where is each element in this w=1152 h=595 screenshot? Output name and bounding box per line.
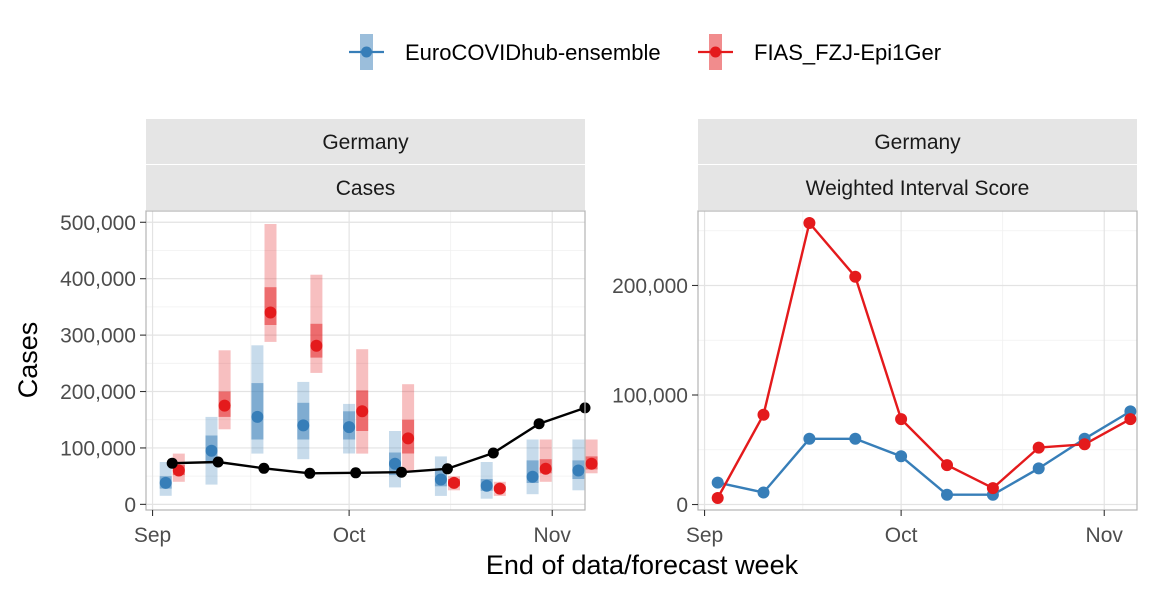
cases-x-tick-label: Sep — [134, 524, 171, 547]
wis-panel-border — [697, 210, 1138, 511]
wis-x-tick-label: Nov — [1086, 524, 1124, 547]
cases-panel: 0 100,000 200,000 300,000 400,000 500,000 Sep O… — [60, 210, 598, 547]
wis-point-fias-fzj-epi1ger — [986, 482, 999, 495]
median-point-fias-fzj-epi1ger — [448, 476, 460, 489]
median-point-eurocovidhub-ensemble — [480, 479, 493, 492]
left-strip-top — [146, 119, 585, 164]
wis-panel-background — [698, 211, 1137, 510]
median-point-eurocovidhub-ensemble — [572, 464, 585, 477]
legend-key-fias — [698, 34, 733, 70]
cases-y-tick-label: 400,000 — [60, 268, 136, 291]
median-point-eurocovidhub-ensemble — [434, 473, 447, 486]
wis-point-fias-fzj-epi1ger — [941, 459, 953, 472]
cases-y-tick-label: 0 — [124, 494, 136, 517]
median-point-eurocovidhub-ensemble — [159, 476, 172, 489]
wis-point-eurocovidhub-ensemble — [849, 432, 862, 445]
observed-cases-point — [350, 467, 362, 479]
wis-point-fias-fzj-epi1ger — [803, 217, 816, 229]
median-point-fias-fzj-epi1ger — [264, 306, 277, 319]
left-strip-top-label: Germany — [322, 131, 409, 154]
observed-cases-point — [258, 462, 270, 474]
observed-cases-point — [487, 447, 499, 459]
median-point-fias-fzj-epi1ger — [172, 464, 185, 477]
observed-cases-line — [172, 406, 586, 475]
wis-x-tick-label: Sep — [686, 524, 723, 547]
right-strip-bottom-label: Weighted Interval Score — [806, 177, 1030, 200]
wis-panel-grid — [698, 211, 1137, 510]
interval-50-fias-fzj-epi1ger — [264, 287, 277, 325]
wis-y-tick-label: 0 — [676, 494, 688, 517]
median-point-eurocovidhub-ensemble — [297, 419, 310, 432]
observed-cases-point — [166, 457, 178, 469]
median-point-fias-fzj-epi1ger — [493, 482, 506, 495]
wis-y-tick-label: 200,000 — [612, 275, 688, 298]
legend: EuroCOVIDhub-ensemble FIAS_FZJ-Epi1Ger — [349, 34, 941, 70]
observed-cases-point — [441, 463, 453, 475]
wis-point-eurocovidhub-ensemble — [895, 450, 908, 463]
observed-cases-point — [212, 456, 224, 468]
wis-x-tick-label: Oct — [885, 524, 918, 547]
median-point-fias-fzj-epi1ger — [218, 399, 231, 412]
interval-90-fias-fzj-epi1ger — [218, 350, 231, 430]
median-point-fias-fzj-epi1ger — [539, 462, 552, 475]
right-strip-top — [698, 119, 1137, 164]
cases-y-tick-label: 300,000 — [60, 325, 136, 348]
median-point-fias-fzj-epi1ger — [402, 432, 415, 445]
wis-point-eurocovidhub-ensemble — [1032, 462, 1045, 475]
median-point-eurocovidhub-ensemble — [526, 470, 539, 483]
wis-point-fias-fzj-epi1ger — [1124, 413, 1137, 426]
wis-point-eurocovidhub-ensemble — [803, 432, 816, 445]
median-point-eurocovidhub-ensemble — [251, 410, 264, 423]
right-strip-bottom — [698, 165, 1137, 210]
cases-points — [159, 306, 598, 495]
cases-y-tick-label: 500,000 — [60, 212, 136, 235]
median-point-eurocovidhub-ensemble — [205, 444, 218, 457]
wis-point-fias-fzj-epi1ger — [711, 492, 724, 504]
left-strip-bottom-label: Cases — [336, 177, 396, 200]
cases-x-tick-label: Oct — [333, 524, 366, 547]
right-strip-top-label: Germany — [874, 131, 961, 154]
wis-point-eurocovidhub-ensemble — [711, 476, 724, 489]
wis-point-fias-fzj-epi1ger — [757, 408, 770, 421]
cases-y-tick-label: 100,000 — [60, 437, 136, 460]
wis-point-eurocovidhub-ensemble — [941, 488, 953, 501]
observed-cases-point — [304, 467, 316, 479]
legend-point-ensemble — [361, 46, 372, 58]
left-strip-bottom — [146, 165, 585, 210]
median-point-fias-fzj-epi1ger — [356, 405, 369, 418]
wis-point-eurocovidhub-ensemble — [757, 486, 770, 499]
cases-x-tick-label: Nov — [534, 524, 572, 547]
cases-axes: 0 100,000 200,000 300,000 400,000 500,000 Sep O… — [60, 212, 571, 547]
legend-key-ensemble — [349, 34, 384, 70]
median-point-eurocovidhub-ensemble — [389, 457, 401, 470]
legend-label-ensemble: EuroCOVIDhub-ensemble — [405, 40, 661, 65]
wis-panel: 0 100,000 200,000 Sep Oct Nov — [612, 210, 1138, 547]
wis-line-eurocovidhub-ensemble — [717, 410, 1132, 496]
wis-y-tick-label: 100,000 — [612, 385, 688, 408]
y-axis-title: Cases — [13, 322, 43, 399]
observed-cases-point — [533, 418, 545, 430]
wis-axes: 0 100,000 200,000 Sep Oct Nov — [612, 275, 1123, 547]
median-point-fias-fzj-epi1ger — [310, 339, 323, 352]
wis-point-fias-fzj-epi1ger — [895, 413, 908, 426]
x-axis-title: End of data/forecast week — [486, 550, 799, 580]
left-facet-strips: Germany Cases — [146, 119, 585, 210]
wis-point-fias-fzj-epi1ger — [849, 270, 862, 283]
median-point-fias-fzj-epi1ger — [585, 457, 598, 470]
legend-point-fias — [710, 46, 721, 58]
median-point-eurocovidhub-ensemble — [343, 421, 356, 434]
cases-lines — [172, 406, 586, 475]
observed-cases-point — [396, 466, 407, 478]
right-facet-strips: Germany Weighted Interval Score — [698, 119, 1137, 210]
wis-point-fias-fzj-epi1ger — [1032, 441, 1045, 454]
legend-label-fias: FIAS_FZJ-Epi1Ger — [754, 40, 941, 65]
wis-point-fias-fzj-epi1ger — [1078, 438, 1091, 451]
cases-y-tick-label: 200,000 — [60, 381, 136, 404]
wis-line-fias-fzj-epi1ger — [716, 221, 1131, 499]
wis-lines — [716, 221, 1132, 499]
wis-points — [711, 217, 1137, 504]
cases-panel-border — [145, 210, 586, 511]
